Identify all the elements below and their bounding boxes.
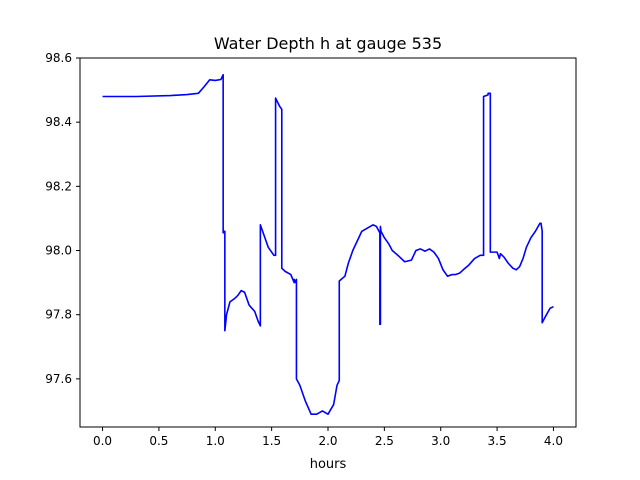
y-tick-label: 98.0 xyxy=(45,244,72,258)
x-tick-label: 1.0 xyxy=(206,434,225,448)
x-tick-label: 2.0 xyxy=(318,434,337,448)
x-axis-label: hours xyxy=(310,457,347,472)
x-tick-label: 3.0 xyxy=(431,434,450,448)
y-tick-label: 97.6 xyxy=(45,372,72,386)
x-tick-label: 0.0 xyxy=(93,434,112,448)
series-line-0 xyxy=(102,73,554,415)
chart-title: Water Depth h at gauge 535 xyxy=(214,34,442,53)
x-tick-label: 2.5 xyxy=(375,434,394,448)
x-axis: 0.0 0.5 1.0 1.5 2.0 2.5 3.0 3.5 4.0 xyxy=(93,427,563,448)
series-layer xyxy=(102,73,554,415)
y-tick-label: 98.4 xyxy=(45,115,72,129)
x-tick-label: 3.5 xyxy=(488,434,507,448)
y-tick-label: 98.2 xyxy=(45,179,72,193)
x-tick-label: 0.5 xyxy=(149,434,168,448)
y-tick-label: 97.8 xyxy=(45,308,72,322)
y-tick-label: 98.6 xyxy=(45,51,72,65)
x-tick-label: 4.0 xyxy=(544,434,563,448)
y-axis: 97.6 97.8 98.0 98.2 98.4 98.6 xyxy=(45,51,80,386)
x-tick-label: 1.5 xyxy=(262,434,281,448)
